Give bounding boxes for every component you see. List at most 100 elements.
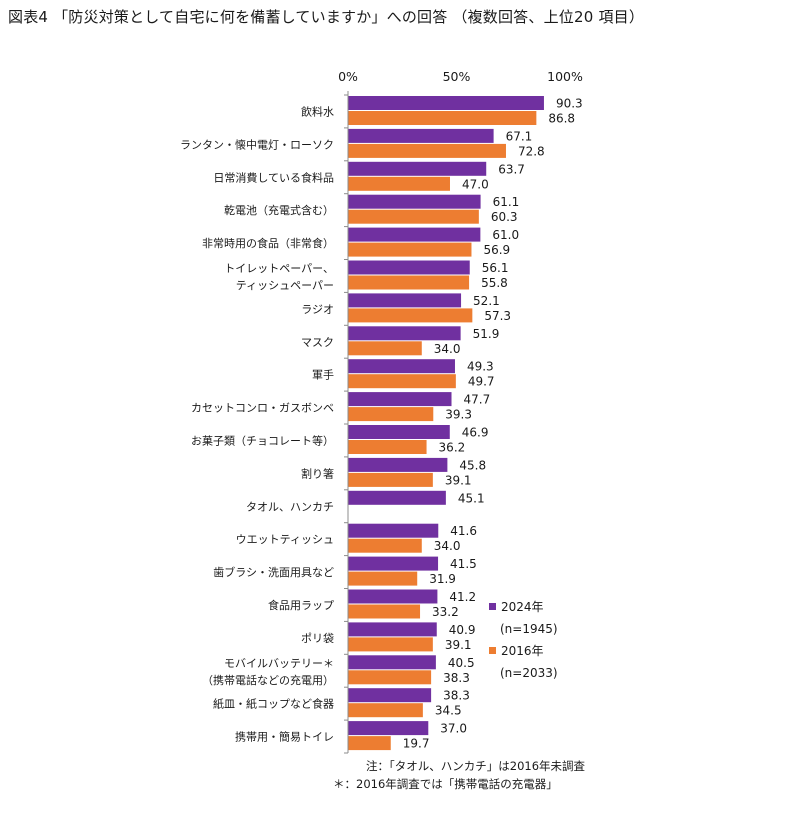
bar-2024 — [348, 655, 436, 670]
data-label: 45.8 — [459, 458, 486, 472]
bar-2024 — [348, 96, 544, 110]
data-label: 46.9 — [462, 426, 489, 440]
data-label: 36.2 — [439, 441, 466, 455]
bar-2024 — [348, 128, 494, 143]
data-label: 38.3 — [443, 689, 470, 703]
bar-2016 — [348, 143, 506, 158]
bar-2024 — [348, 457, 448, 472]
bar-2016 — [348, 571, 418, 586]
bar-2016 — [348, 637, 433, 652]
bar-2016 — [348, 538, 422, 553]
bar-2024 — [348, 556, 439, 571]
data-label: 39.1 — [445, 638, 472, 652]
category-label: タオル、ハンカチ — [246, 500, 334, 513]
data-label: 39.1 — [445, 473, 472, 487]
data-label: 90.3 — [556, 97, 583, 111]
data-label: 41.2 — [449, 590, 476, 604]
legend-series-name: 2016年 — [501, 644, 544, 658]
bar-2016 — [348, 703, 423, 718]
bar-2024 — [348, 425, 450, 439]
chart-note: 注：「タオル、ハンカチ」は2016年未調査 — [366, 759, 586, 773]
bar-2016 — [348, 209, 479, 224]
data-label: 56.9 — [483, 243, 510, 257]
data-label: 45.1 — [458, 491, 485, 505]
legend-swatch — [489, 603, 496, 610]
bar-2016 — [348, 341, 422, 356]
data-label: 52.1 — [473, 294, 500, 308]
category-label: モバイルバッテリー＊ — [224, 657, 334, 670]
bar-2024 — [348, 688, 432, 703]
category-label: カセットコンロ・ガスボンベ — [191, 402, 334, 415]
category-label: 食品用ラップ — [268, 598, 334, 612]
data-label: 60.3 — [491, 210, 518, 224]
chart-notes: 注：「タオル、ハンカチ」は2016年未調査 ＊：2016年調査では「携帯電話の充電… — [333, 759, 586, 791]
data-label: 61.0 — [492, 228, 519, 242]
bar-2024 — [348, 326, 461, 341]
bar-2024 — [348, 721, 429, 736]
x-tick-label: 0% — [338, 69, 358, 84]
category-label: 歯ブラシ・洗面用具など — [213, 565, 334, 579]
category-label: マスク — [301, 336, 334, 349]
data-label: 37.0 — [440, 722, 467, 736]
data-label: 38.3 — [443, 671, 470, 685]
category-label: ポリ袋 — [301, 631, 334, 645]
chart-note: ＊：2016年調査では「携帯電話の充電器」 — [333, 777, 558, 791]
value-labels: 90.3 67.1 63.7 61.1 61.0 56.1 52.1 51.9 49.3 47.7… — [403, 97, 583, 751]
data-label: 47.7 — [464, 393, 491, 407]
legend-sample-size: (n=1945) — [500, 622, 558, 636]
data-label: 49.7 — [468, 375, 495, 389]
data-label: 56.1 — [482, 261, 509, 275]
bar-2016 — [348, 275, 470, 290]
bar-2016 — [348, 440, 427, 454]
bar-2024 — [348, 293, 462, 308]
data-label: 19.7 — [403, 737, 430, 751]
bar-2024 — [348, 622, 437, 637]
x-tick-label: 50% — [443, 69, 471, 84]
data-label: 49.3 — [467, 360, 494, 374]
category-label: ラジオ — [301, 303, 334, 316]
bar-2016 — [348, 308, 473, 323]
x-tick-label: 100% — [547, 69, 583, 84]
legend-sample-size: (n=2033) — [500, 666, 558, 680]
data-label: 51.9 — [473, 327, 500, 341]
legend-series-name: 2024年 — [501, 600, 544, 614]
data-label: 61.1 — [493, 195, 520, 209]
category-label: （携帯電話などの充電用） — [202, 673, 334, 687]
bar-2024 — [348, 523, 439, 538]
category-label: お菓子類（チョコレート等） — [191, 433, 334, 447]
chart-title: 図表4 「防災対策として自宅に何を備蓄していますか」への回答 （複数回答、上位2… — [8, 8, 645, 26]
bar-2016 — [348, 111, 537, 125]
data-label: 41.6 — [450, 524, 477, 538]
bar-2016 — [348, 407, 434, 422]
category-label: 紙皿・紙コップなど食器 — [213, 697, 334, 711]
bar-2024 — [348, 161, 487, 176]
category-label: 非常時用の食品（非常食） — [202, 236, 334, 250]
legend: 2024年 (n=1945) 2016年 (n=2033) — [489, 600, 558, 680]
category-label: ランタン・懐中電灯・ローソク — [180, 137, 334, 151]
data-label: 39.3 — [445, 408, 472, 422]
data-label: 57.3 — [484, 309, 511, 323]
bar-2024 — [348, 589, 438, 604]
data-label: 31.9 — [429, 572, 456, 586]
category-label: ティッシュペーパー — [236, 279, 334, 292]
bar-2016 — [348, 604, 421, 619]
bar-2024 — [348, 490, 446, 505]
data-label: 67.1 — [506, 129, 533, 143]
data-label: 34.0 — [434, 342, 461, 356]
data-label: 34.0 — [434, 539, 461, 553]
data-label: 40.9 — [449, 623, 476, 637]
category-axis — [344, 91, 349, 754]
legend-swatch — [489, 647, 496, 654]
bar-2024 — [348, 359, 455, 374]
category-label: 日常消費している食料品 — [213, 170, 334, 184]
category-label: トイレットペーパー、 — [224, 262, 334, 275]
data-label: 55.8 — [481, 276, 508, 290]
bar-2024 — [348, 227, 481, 242]
category-label: ウエットティッシュ — [236, 533, 334, 546]
bar-2024 — [348, 392, 452, 407]
bar-2016 — [348, 670, 432, 685]
data-label: 63.7 — [498, 162, 525, 176]
category-label: 割り箸 — [301, 466, 334, 480]
bar-2016 — [348, 242, 472, 257]
